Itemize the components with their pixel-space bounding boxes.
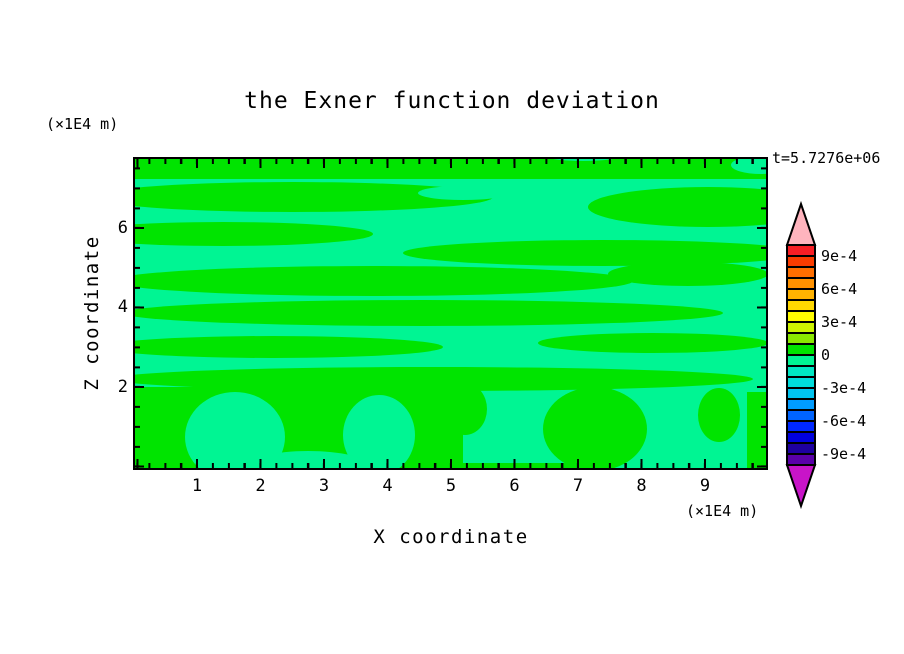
contour-band: [588, 187, 768, 227]
colorbar-segment: [786, 354, 816, 367]
colorbar-segment: [786, 431, 816, 444]
colorbar-segment: [786, 332, 816, 345]
colorbar-segment: [786, 442, 816, 455]
x-tick-label: 4: [382, 476, 393, 496]
colorbar-tick-label: 3e-4: [821, 313, 858, 331]
contour-band: [538, 333, 768, 353]
y-tick-label: 2: [117, 377, 128, 397]
x-tick-label: 3: [318, 476, 330, 496]
contour-band: [133, 336, 443, 358]
colorbar-tick-label: -9e-4: [821, 445, 867, 463]
colorbar-segment: [786, 255, 816, 268]
y-tick-label: 6: [117, 218, 128, 238]
colorbar: [785, 200, 817, 510]
y-axis-unit-label: (×1E4 m): [46, 115, 119, 133]
colorbar-segment: [786, 288, 816, 301]
colorbar-segment: [786, 299, 816, 312]
colorbar-segment: [786, 420, 816, 433]
contour-band: [403, 240, 768, 266]
chart-title: the Exner function deviation: [244, 88, 660, 114]
x-axis-title: X coordinate: [373, 526, 529, 548]
contour-plot-area: [133, 157, 768, 470]
x-tick-label: 2: [255, 476, 266, 496]
x-tick-label: 5: [445, 476, 457, 496]
x-tick-label: 8: [636, 476, 647, 496]
contour-lens: [418, 186, 508, 200]
contour-band: [608, 262, 768, 286]
x-axis-unit-label: (×1E4 m): [686, 502, 759, 520]
x-tick-label: 9: [699, 476, 711, 496]
contour-band: [133, 367, 753, 391]
contour-band: [133, 300, 723, 326]
colorbar-segment: [786, 266, 816, 279]
contour-blob: [698, 388, 740, 442]
colorbar-segment: [786, 343, 816, 356]
x-tick-label: 7: [572, 476, 584, 496]
colorbar-tick-label: 9e-4: [821, 247, 858, 265]
y-axis-major-ticks-left: [135, 159, 144, 468]
x-axis-major-ticks-bottom: [135, 459, 766, 468]
colorbar-tick-label: 6e-4: [821, 280, 858, 298]
colorbar-segment: [786, 310, 816, 323]
x-tick-label: 6: [509, 476, 520, 496]
colorbar-arrow-bottom: [785, 464, 817, 510]
contour-band: [133, 182, 493, 212]
contour-blob: [343, 395, 415, 470]
contour-band: [133, 266, 633, 296]
colorbar-segment: [786, 244, 816, 257]
time-annotation: t=5.7276e+06: [772, 149, 881, 167]
colorbar-segment: [786, 387, 816, 400]
colorbar-segment: [786, 409, 816, 422]
colorbar-arrow-top: [785, 200, 817, 246]
y-axis-major-ticks-right: [757, 159, 766, 468]
colorbar-segment: [786, 277, 816, 290]
contour-blob: [185, 392, 285, 470]
colorbar-segment: [786, 365, 816, 378]
colorbar-segment: [786, 321, 816, 334]
contour-band: [133, 222, 373, 246]
colorbar-segment: [786, 453, 816, 466]
colorbar-tick-label: -6e-4: [821, 412, 867, 430]
y-tick-label: 4: [117, 297, 128, 317]
plot-border: [133, 157, 768, 470]
contour-blob: [443, 383, 487, 435]
colorbar-tick-label: -3e-4: [821, 379, 867, 397]
y-axis-title: Z coordinate: [81, 235, 103, 391]
colorbar-segment: [786, 376, 816, 389]
contour-blob: [543, 387, 647, 470]
x-axis-major-ticks-top: [135, 159, 766, 168]
colorbar-tick-label: 0: [821, 346, 831, 364]
x-tick-label: 1: [191, 476, 203, 496]
colorbar-segment: [786, 398, 816, 411]
